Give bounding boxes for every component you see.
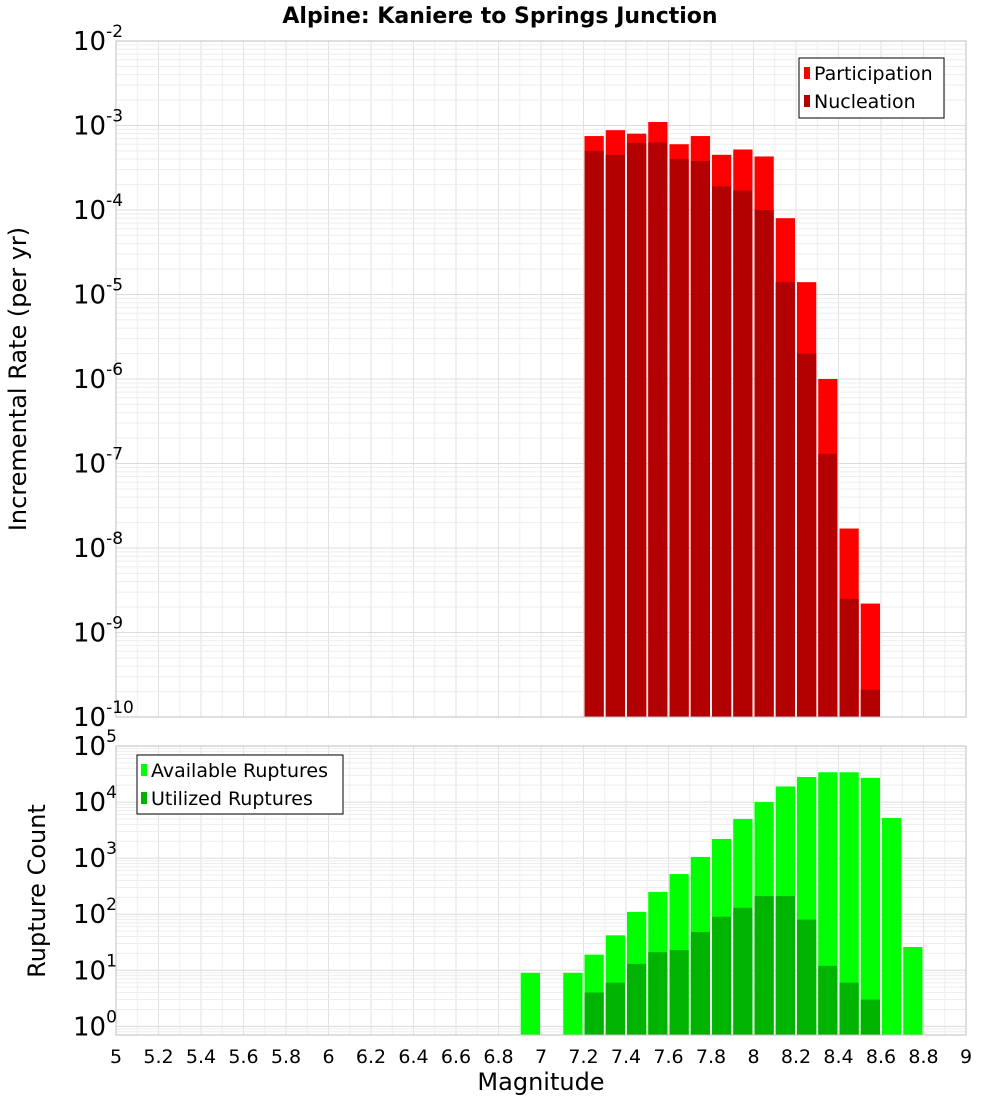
top-bar-nucleation — [648, 142, 668, 718]
bottom-y-tick-label: 100 — [73, 1007, 117, 1042]
top-bar-nucleation — [860, 689, 880, 717]
bottom-y-tick-label: 104 — [73, 783, 117, 818]
bottom-legend: Available Ruptures Utilized Ruptures — [136, 754, 344, 815]
top-bars — [584, 122, 880, 718]
bottom-plot-border — [115, 745, 967, 1036]
x-tick-label: 8.6 — [866, 1046, 896, 1068]
bottom-bars — [520, 772, 923, 1035]
bottom-y-axis-label: Rupture Count — [23, 804, 51, 978]
x-tick-label: 9 — [960, 1046, 972, 1068]
top-panel: 10-10 10-9 10-8 10-7 10-6 10-5 10-4 10-3 10-2 In… — [4, 22, 967, 733]
bottom-panel: 100 101 102 103 104 105 5 5.2 5.4 5.6 5.8 6 6.2 6.4 6… — [23, 727, 972, 1096]
bottom-bar-available-ruptures — [839, 772, 859, 1035]
legend-label-utilized-ruptures: Utilized Ruptures — [151, 788, 313, 810]
top-plot-border — [115, 40, 967, 718]
top-bar-nucleation — [818, 453, 838, 717]
top-bar-nucleation — [669, 159, 689, 718]
bottom-bar-utilized-ruptures — [818, 965, 838, 1035]
bottom-bar-utilized-ruptures — [712, 916, 732, 1035]
x-tick-label: 7.2 — [568, 1046, 598, 1068]
legend-swatch-nucleation — [804, 95, 810, 107]
bottom-bar-utilized-ruptures — [584, 992, 604, 1035]
x-tick-label: 5.4 — [186, 1046, 216, 1068]
top-y-tick-label: 10-3 — [73, 107, 123, 142]
bottom-y-tick-label: 105 — [73, 727, 117, 762]
top-legend-box — [798, 57, 945, 119]
top-bar-nucleation — [733, 190, 753, 717]
top-gridlines — [116, 40, 966, 718]
bottom-y-tick-labels: 100 101 102 103 104 105 — [73, 727, 117, 1042]
bottom-bar-available-ruptures — [563, 972, 583, 1035]
bottom-bar-available-ruptures — [903, 946, 923, 1035]
bottom-y-tick-label: 102 — [73, 895, 117, 930]
x-tick-label: 5 — [110, 1046, 122, 1068]
legend-label-nucleation: Nucleation — [814, 91, 916, 113]
top-y-tick-label: 10-7 — [73, 445, 123, 480]
top-y-tick-label: 10-2 — [73, 22, 123, 57]
bottom-bar-available-ruptures — [860, 777, 880, 1035]
legend-swatch-available-ruptures — [141, 764, 147, 776]
bottom-bar-utilized-ruptures — [860, 999, 880, 1035]
top-y-tick-label: 10-8 — [73, 529, 123, 564]
bottom-bar-available-ruptures — [520, 972, 540, 1035]
bottom-bar-utilized-ruptures — [839, 982, 859, 1035]
top-y-tick-label: 10-10 — [73, 698, 134, 733]
bottom-bar-utilized-ruptures — [669, 949, 689, 1035]
x-tick-labels: 5 5.2 5.4 5.6 5.8 6 6.2 6.4 6.6 6.8 7 7.2 7.4 7.6 7.8 8… — [110, 1046, 972, 1068]
top-y-axis-label: Incremental Rate (per yr) — [4, 227, 32, 531]
bottom-bar-utilized-ruptures — [775, 896, 795, 1035]
chart-title: Alpine: Kaniere to Springs Junction — [282, 4, 717, 29]
x-tick-label: 7.6 — [653, 1046, 683, 1068]
legend-swatch-utilized-ruptures — [141, 792, 147, 804]
top-bar-nucleation — [605, 154, 625, 718]
top-legend: Participation Nucleation — [798, 57, 945, 119]
x-tick-label: 8 — [747, 1046, 759, 1068]
top-bar-nucleation — [690, 161, 710, 717]
x-axis-label: Magnitude — [477, 1068, 604, 1096]
x-tick-label: 6.6 — [441, 1046, 471, 1068]
x-tick-label: 8.2 — [781, 1046, 811, 1068]
legend-swatch-participation — [804, 67, 810, 79]
top-y-tick-labels: 10-10 10-9 10-8 10-7 10-6 10-5 10-4 10-3 10-2 — [73, 22, 134, 733]
x-tick-label: 6.8 — [483, 1046, 513, 1068]
bottom-bar-utilized-ruptures — [754, 896, 774, 1035]
x-tick-label: 6 — [322, 1046, 334, 1068]
top-y-tick-label: 10-6 — [73, 360, 123, 395]
x-tick-label: 8.8 — [908, 1046, 938, 1068]
bottom-bar-available-ruptures — [882, 817, 902, 1035]
bottom-bar-utilized-ruptures — [605, 982, 625, 1035]
bottom-legend-box — [136, 754, 344, 815]
top-bar-nucleation — [775, 282, 795, 717]
top-bar-nucleation — [797, 353, 817, 717]
x-tick-label: 5.6 — [228, 1046, 258, 1068]
top-bar-nucleation — [712, 186, 732, 718]
top-y-tick-label: 10-4 — [73, 191, 123, 226]
x-tick-label: 5.8 — [271, 1046, 301, 1068]
x-tick-label: 7.4 — [611, 1046, 641, 1068]
top-bar-participation — [860, 603, 880, 717]
bottom-bar-utilized-ruptures — [627, 963, 647, 1035]
legend-label-available-ruptures: Available Ruptures — [151, 760, 328, 782]
x-tick-label: 6.4 — [398, 1046, 428, 1068]
bottom-y-tick-label: 101 — [73, 951, 117, 986]
top-bar-nucleation — [754, 210, 774, 717]
top-bar-nucleation — [584, 150, 604, 718]
x-tick-label: 5.2 — [143, 1046, 173, 1068]
x-tick-label: 7.8 — [696, 1046, 726, 1068]
top-y-tick-label: 10-9 — [73, 614, 123, 649]
bottom-y-tick-label: 103 — [73, 839, 117, 874]
top-y-tick-label: 10-5 — [73, 276, 123, 311]
bottom-bar-utilized-ruptures — [797, 919, 817, 1035]
x-tick-label: 8.4 — [823, 1046, 853, 1068]
x-tick-label: 6.2 — [356, 1046, 386, 1068]
bottom-bar-utilized-ruptures — [733, 907, 753, 1035]
bottom-bar-utilized-ruptures — [690, 932, 710, 1035]
bottom-bar-utilized-ruptures — [648, 952, 668, 1035]
legend-label-participation: Participation — [814, 63, 933, 85]
top-bar-nucleation — [627, 143, 647, 717]
x-tick-label: 7 — [535, 1046, 547, 1068]
top-bar-nucleation — [839, 598, 859, 717]
